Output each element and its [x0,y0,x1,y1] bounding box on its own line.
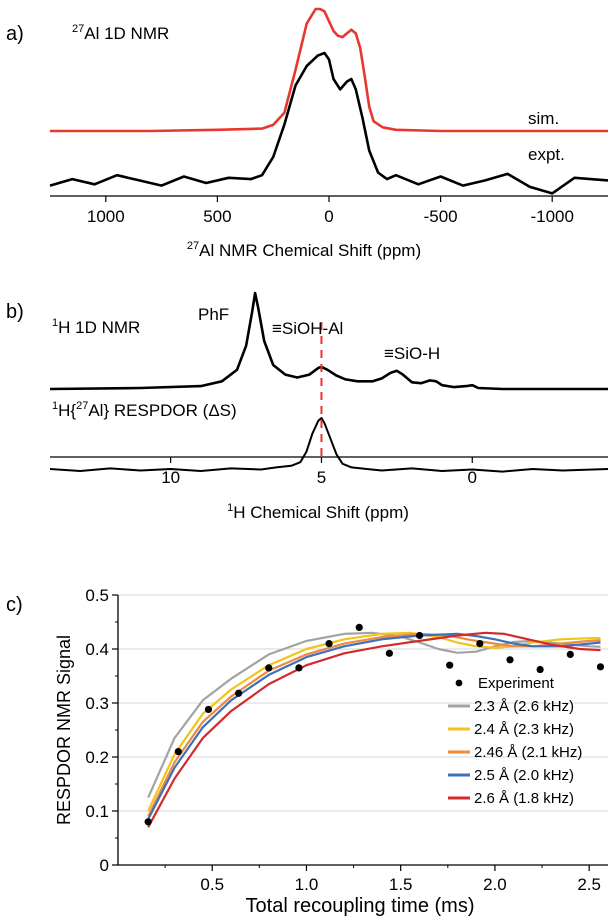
x-tick-label: 5 [317,468,326,487]
legend-label: 2.5 Å (2.0 kHz) [474,767,574,784]
panel-b-series [49,291,608,473]
panel-c: c) 0 0.1 0.2 0.3 0.4 0.5 0.5 1.0 1.5 2.0 2.5 RESPD… [6,586,608,917]
experiment-point [596,663,605,671]
panel-c-legend: Experiment 2.3 Å (2.6 kHz) 2.4 Å (2.3 kHz)… [448,675,582,807]
experiment-point [174,748,182,756]
panel-a: a) 27Al 1D NMR sim. expt. 1000 500 0 -500 -1… [6,7,608,260]
experiment-point [355,623,363,632]
experiment-point [204,705,213,714]
y-tick-label: 0.1 [85,802,109,821]
panel-b-ticks: 10 5 0 [161,457,477,487]
panel-a-label: a) [6,23,24,45]
x-tick-label: 2.5 [577,875,601,894]
panel-b-series2-sup1: 1 [52,400,58,412]
legend-marker-experiment [455,679,463,687]
panel-a-sim-label: sim. [528,109,559,128]
x-tick-label: 0 [324,207,333,226]
y-tick-label: 0.5 [85,586,109,605]
experiment-point [265,664,273,672]
experiment-point [325,640,333,648]
legend-label: 2.46 Å (2.1 kHz) [474,744,582,761]
panel-b-series1-sup: 1 [52,317,58,329]
x-tick-label: -500 [424,207,458,226]
panel-b-series1-rest: H 1D NMR [58,318,140,337]
panel-b-xlabel-rest: H Chemical Shift (ppm) [233,503,409,522]
series-line-1h-1d [49,291,608,391]
x-tick-label: 1000 [87,207,125,226]
series-line-4 [147,631,601,828]
panel-c-label: c) [6,594,23,616]
legend-label: 2.4 Å (2.3 kHz) [474,721,574,738]
panel-c-xlabel: Total recoupling time (ms) [246,895,475,917]
panel-a-xlabel: 27Al NMR Chemical Shift (ppm) [187,240,421,260]
x-tick-label: 10 [161,468,180,487]
experiment-point [415,631,424,640]
x-tick-label: 0 [468,468,477,487]
legend-label: 2.6 Å (1.8 kHz) [474,790,574,807]
panel-b-series2-sup2: 27 [76,400,88,412]
panel-c-series [147,631,601,828]
panel-b-series1-label: 1H 1D NMR [52,317,140,337]
experiment-point [536,665,544,674]
experiment-point [295,664,303,672]
panel-c-points [144,623,605,826]
legend-label: 2.3 Å (2.6 kHz) [474,698,574,715]
panel-c-grid [118,594,608,812]
panel-b-xlabel-sup: 1 [227,502,233,514]
experiment-point [566,650,574,659]
panel-a-series [49,7,608,195]
experiment-point [235,689,243,697]
panel-b-xlabel: 1H Chemical Shift (ppm) [227,502,409,522]
peak-label-sio-h: ≡SiO-H [384,344,440,363]
panel-b-label: b) [6,301,24,323]
panel-a-xlabel-sup: 27 [187,240,199,252]
peak-label-phf: PhF [198,305,229,324]
panel-a-ticks: 1000 500 0 -500 -1000 [87,196,574,226]
panel-a-title: 27Al 1D NMR [72,23,169,43]
panel-b-series2-rest: Al} RESPDOR (ΔS) [88,401,236,420]
panel-a-xlabel-rest: Al NMR Chemical Shift (ppm) [199,241,421,260]
panel-a-title-rest: Al 1D NMR [84,24,169,43]
y-tick-label: 0.4 [85,640,109,659]
experiment-point [476,640,484,648]
x-tick-label: 500 [203,207,231,226]
y-tick-label: 0.2 [85,748,109,767]
x-tick-label: 2.0 [483,875,507,894]
y-tick-label: 0 [100,856,109,875]
panel-a-expt-label: expt. [528,145,565,164]
panel-c-ylabel: RESPDOR NMR Signal [54,635,74,825]
legend-label-experiment: Experiment [478,675,555,692]
experiment-point [446,661,454,669]
y-tick-label: 0.3 [85,694,109,713]
series-line-expt [49,51,608,195]
panel-b-series2-mid: H{ [58,401,76,420]
experiment-point [144,818,152,826]
panel-a-title-sup: 27 [72,23,84,35]
x-tick-label: -1000 [530,207,573,226]
x-tick-label: 1.5 [389,875,413,894]
panel-b-series2-label: 1H{27Al} RESPDOR (ΔS) [52,400,237,420]
experiment-point [385,649,393,657]
x-tick-label: 0.5 [200,875,224,894]
experiment-point [506,656,514,664]
series-line-respdor [49,417,608,473]
panel-c-ticks: 0 0.1 0.2 0.3 0.4 0.5 0.5 1.0 1.5 2.0 2.5 [85,586,601,894]
panel-b: b) PhF ≡SiOH-Al ≡SiO-H 1H 1D NMR 1H{27Al… [6,291,608,522]
series-line-sim [50,7,608,133]
x-tick-label: 1.0 [295,875,319,894]
peak-label-sioh-al: ≡SiOH-Al [272,319,343,338]
